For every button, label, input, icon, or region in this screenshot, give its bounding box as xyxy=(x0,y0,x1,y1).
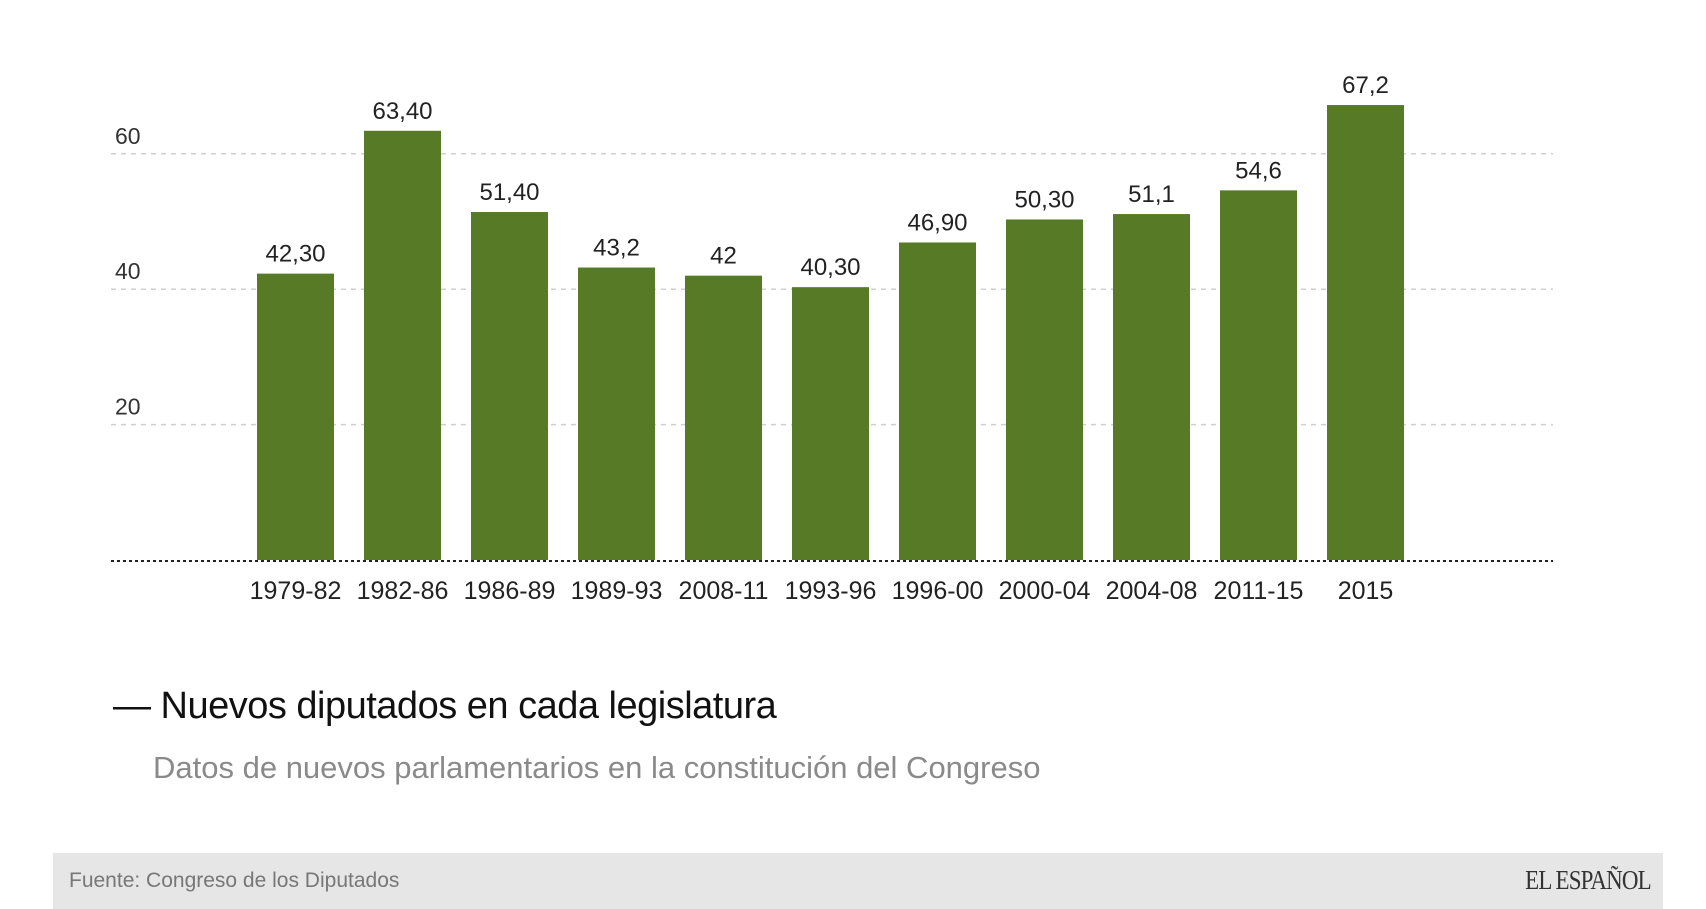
chart-title-text: Nuevos diputados en cada legislatura xyxy=(160,685,777,727)
data-label: 67,2 xyxy=(1342,72,1389,99)
data-label: 46,90 xyxy=(907,209,967,236)
x-tick-label: 1993-96 xyxy=(785,577,877,605)
chart-title: — Nuevos diputados en cada legislatura xyxy=(113,685,777,728)
data-label: 51,1 xyxy=(1128,181,1175,208)
data-label: 63,40 xyxy=(372,98,432,125)
bar-2000-04 xyxy=(1006,219,1083,560)
x-tick-label: 1986-89 xyxy=(464,577,556,605)
bar-1979-82 xyxy=(257,273,334,560)
bar-chart: 20 40 60 1979-82 1982-86 1986-89 1989-93 2008-… xyxy=(111,72,1553,605)
data-labels: 42,30 63,40 51,40 43,2 42 40,30 46,90 50,30 51,1… xyxy=(265,72,1388,281)
bar-1996-00 xyxy=(899,242,976,560)
data-label: 42,30 xyxy=(265,241,325,268)
chart-subtitle: Datos de nuevos parlamentarios en la con… xyxy=(153,750,1041,785)
x-tick-label: 2004-08 xyxy=(1106,577,1198,605)
y-tick-label: 40 xyxy=(115,258,141,284)
x-tick-labels: 1979-82 1982-86 1986-89 1989-93 2008-11 1993-… xyxy=(250,577,1394,605)
publisher-logo: EL ESPAÑOL xyxy=(1525,865,1651,895)
y-tick-label: 60 xyxy=(115,123,141,149)
y-tick-label: 20 xyxy=(115,394,141,420)
data-label: 42 xyxy=(710,243,737,270)
x-tick-label: 2015 xyxy=(1338,577,1394,605)
bar-2008-11 xyxy=(685,275,762,560)
data-label: 54,6 xyxy=(1235,157,1282,184)
x-tick-label: 2008-11 xyxy=(679,577,769,605)
x-tick-label: 1989-93 xyxy=(571,577,663,605)
x-tick-label: 1982-86 xyxy=(357,577,449,605)
bar-2004-08 xyxy=(1113,214,1190,561)
x-tick-label: 1979-82 xyxy=(250,577,342,605)
bar-1989-93 xyxy=(578,267,655,560)
data-label: 51,40 xyxy=(479,179,539,206)
bar-2015 xyxy=(1327,105,1404,560)
title-dash: — xyxy=(113,685,151,727)
data-label: 40,30 xyxy=(800,254,860,281)
y-tick-labels: 20 40 60 xyxy=(115,123,141,420)
bar-1982-86 xyxy=(364,130,441,561)
data-label: 43,2 xyxy=(593,235,640,262)
bars xyxy=(257,105,1404,561)
x-tick-label: 1996-00 xyxy=(892,577,984,605)
x-tick-label: 2000-04 xyxy=(999,577,1091,605)
footer-bar: Fuente: Congreso de los Diputados EL ESP… xyxy=(53,853,1663,909)
bar-2011-15 xyxy=(1220,190,1297,560)
bar-1993-96 xyxy=(792,287,869,560)
data-label: 50,30 xyxy=(1014,186,1074,213)
source-note: Fuente: Congreso de los Diputados xyxy=(69,869,400,892)
x-tick-label: 2011-15 xyxy=(1214,577,1304,605)
bar-1986-89 xyxy=(471,212,548,560)
